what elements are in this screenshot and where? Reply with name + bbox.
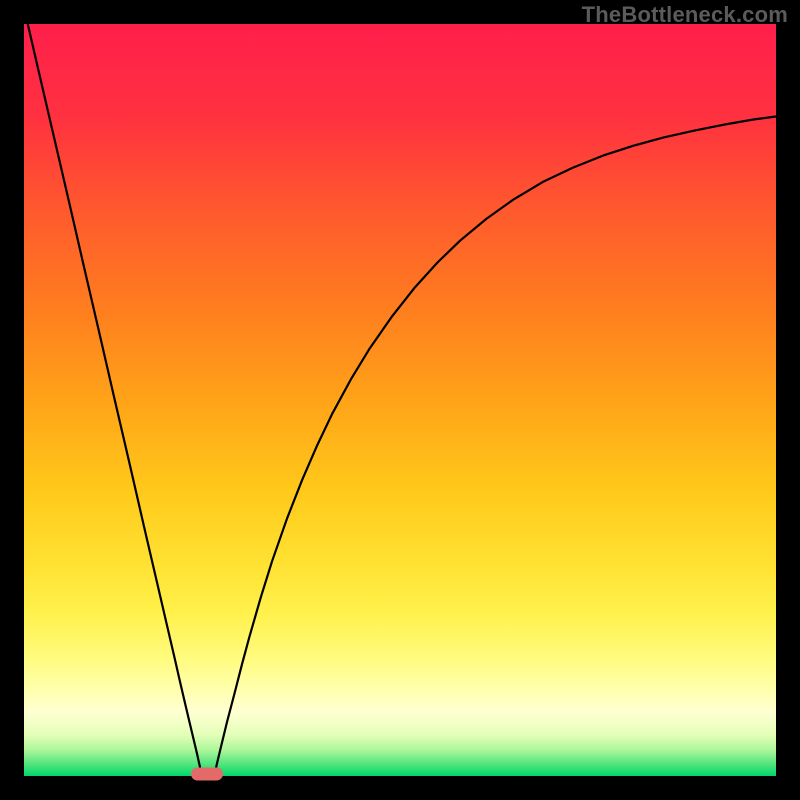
- plot-svg: [24, 24, 776, 776]
- plot-area: [24, 24, 776, 776]
- chart-root: TheBottleneck.com: [0, 0, 800, 800]
- minimum-marker: [191, 768, 223, 781]
